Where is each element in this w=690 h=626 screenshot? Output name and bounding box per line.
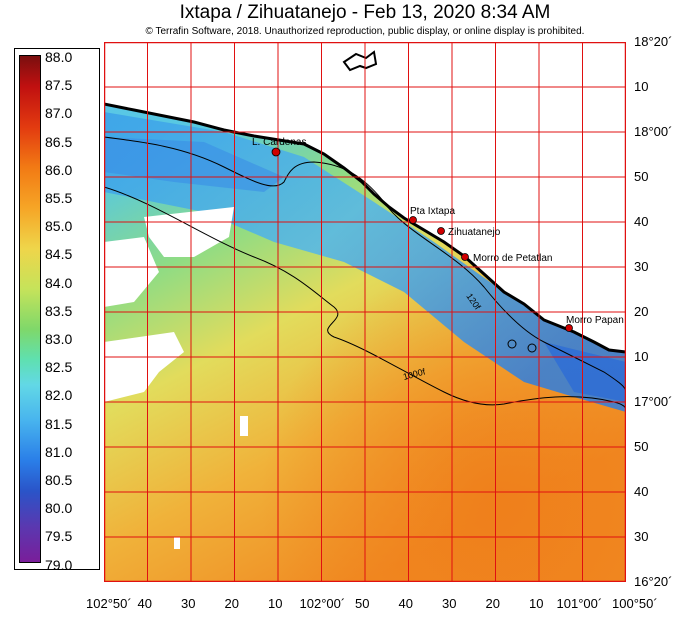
colorbar-label: 83.5 — [45, 302, 73, 319]
longitude-label: 100°50´ — [612, 596, 658, 611]
latitude-label: 10 — [634, 79, 649, 94]
longitude-label: 102°00´ — [299, 596, 346, 611]
place-marker[interactable] — [409, 216, 417, 224]
latitude-label: 10 — [634, 349, 649, 364]
contour-1000f — [104, 186, 626, 411]
contour-120f — [104, 136, 626, 393]
nodata-patch — [144, 207, 234, 257]
colorbar-label: 84.5 — [45, 246, 73, 263]
longitude-label: 30 — [181, 596, 196, 611]
colorbar-label: 88.0 — [45, 49, 73, 65]
place-marker[interactable] — [461, 253, 469, 261]
temperature-colorbar: 88.0 87.5 87.0 86.5 86.0 85.5 85.0 84.5 84.0 83.5… — [14, 48, 100, 573]
colorbar-label: 87.5 — [45, 77, 73, 94]
longitude-label: 102°50´ — [86, 596, 132, 611]
colorbar-label: 81.0 — [45, 443, 73, 460]
latitude-label: 18°20´ — [634, 34, 673, 49]
colorbar-label: 83.0 — [45, 331, 73, 347]
longitude-label: 101°00´ — [556, 596, 603, 611]
longitude-label: 10 — [529, 596, 544, 611]
longitude-label: 20 — [485, 596, 500, 611]
colorbar-label: 82.5 — [45, 359, 73, 376]
latitude-label: 20 — [634, 304, 649, 319]
map-title: Ixtapa / Zihuatanejo - Feb 13, 2020 8:34… — [179, 2, 551, 23]
colorbar-ramp — [19, 55, 41, 563]
place-label: Morro Papan — [566, 315, 624, 326]
latitude-label: 50 — [634, 169, 649, 184]
island-outline — [342, 50, 378, 72]
place-marker[interactable] — [437, 227, 445, 235]
colorbar-label: 85.0 — [45, 218, 73, 235]
place-marker[interactable] — [271, 147, 281, 157]
latitude-label: 16°20´ — [634, 574, 673, 589]
latitude-label: 30 — [634, 259, 649, 274]
map-border — [104, 42, 626, 582]
graticule — [104, 42, 626, 582]
longitude-label: 20 — [224, 596, 239, 611]
place-label: Zihuatanejo — [448, 227, 501, 238]
cold-patch-west — [104, 137, 284, 192]
coastline — [104, 102, 626, 354]
latitude-label: 17°00´ — [634, 394, 673, 409]
place-label: L. Cardenas — [252, 137, 306, 148]
place-marker[interactable] — [565, 324, 573, 332]
colorbar-label: 86.5 — [45, 133, 73, 150]
sst-map-canvas[interactable]: 120f 1000f L. Cardenas Pta Ixtapa Zihuat… — [104, 42, 626, 582]
colorbar-label: 84.0 — [45, 274, 73, 291]
latitude-label: 50 — [634, 439, 649, 454]
colorbar-label: 80.5 — [45, 472, 73, 488]
latitude-label: 18°00´ — [634, 124, 673, 139]
colorbar-label: 80.0 — [45, 500, 73, 517]
latitude-label: 40 — [634, 484, 649, 499]
place-label: Pta Ixtapa — [410, 206, 455, 217]
seamount-contour — [527, 343, 537, 353]
colorbar-label: 86.0 — [45, 161, 73, 178]
longitude-label: 30 — [442, 596, 457, 611]
longitude-label: 10 — [268, 596, 283, 611]
sst-map[interactable]: 120f 1000f L. Cardenas Pta Ixtapa Zihuat… — [104, 42, 626, 582]
colorbar-label: 79.0 — [45, 556, 73, 573]
colorbar-label: 87.0 — [45, 105, 73, 122]
colorbar-label: 79.5 — [45, 528, 73, 545]
longitude-label: 40 — [137, 596, 152, 611]
colorbar-label: 85.5 — [45, 190, 73, 206]
colorbar-label: 82.0 — [45, 387, 73, 404]
latitude-label: 40 — [634, 214, 649, 229]
longitude-label: 50 — [355, 596, 370, 611]
copyright-notice: © Terrafin Software, 2018. Unauthorized … — [145, 26, 585, 37]
colorbar-label: 81.5 — [45, 415, 73, 432]
nodata-patch — [104, 332, 184, 402]
longitude-label: 40 — [398, 596, 413, 611]
nodata-patch — [104, 237, 159, 307]
nodata-patch — [240, 416, 248, 436]
latitude-label: 30 — [634, 529, 649, 544]
seamount-contour — [507, 339, 517, 349]
nodata-patch — [174, 537, 180, 549]
place-label: Morro de Petatlan — [473, 253, 553, 264]
